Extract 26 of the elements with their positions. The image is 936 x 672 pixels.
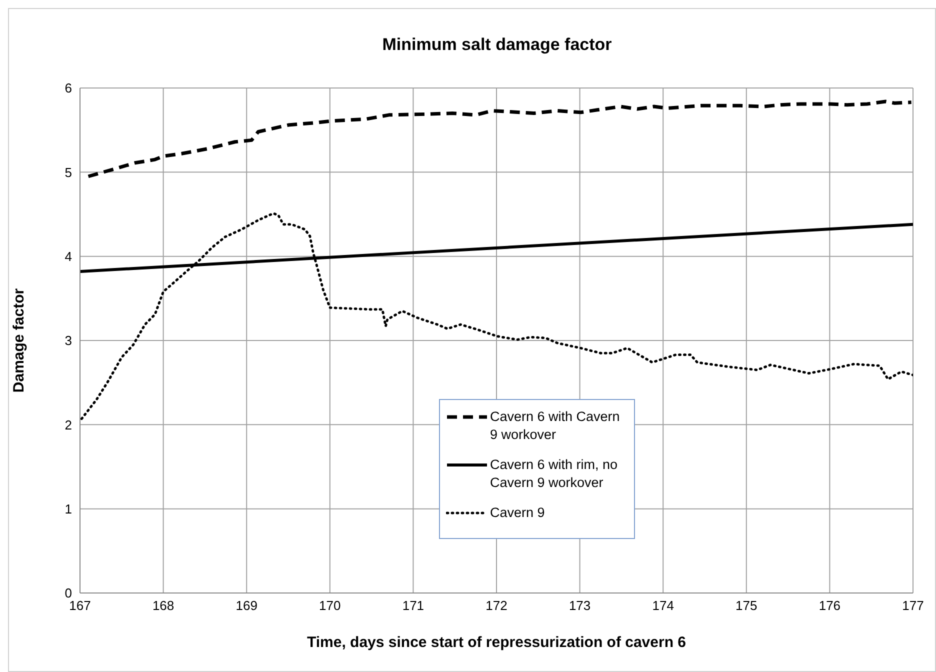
y-tick-label: 2 — [64, 417, 72, 432]
line-series — [80, 212, 913, 420]
line-series — [86, 100, 913, 178]
y-tick-label: 1 — [64, 501, 72, 516]
y-tick-label: 3 — [64, 333, 72, 348]
x-tick-label: 168 — [152, 598, 174, 614]
x-tick-label: 176 — [818, 598, 841, 614]
x-tick-label: 171 — [402, 598, 424, 614]
x-tick-label: 177 — [902, 598, 924, 614]
x-tick-label: 172 — [486, 598, 508, 614]
y-tick-label: 0 — [64, 586, 72, 601]
legend-label: Cavern 6 with Cavern 9 workover — [490, 408, 621, 444]
y-tick-label: 4 — [64, 248, 72, 264]
x-tick-label: 170 — [319, 598, 341, 614]
y-tick-label: 5 — [64, 164, 72, 180]
y-axis-title: Damage factor — [10, 288, 28, 393]
chart-title: Minimum salt damage factor — [381, 35, 613, 55]
x-tick-label: 169 — [236, 598, 258, 614]
x-axis-title: Time, days since start of repressurization of cavern 6 — [306, 634, 686, 651]
x-tick-label: 167 — [69, 598, 91, 614]
legend-label: Cavern 6 with rim, no Cavern 9 workover — [490, 456, 619, 492]
y-tick-label: 6 — [64, 80, 72, 96]
x-tick-label: 175 — [736, 598, 758, 614]
legend-label: Cavern 9 — [490, 504, 545, 522]
x-tick-label: 174 — [652, 598, 674, 614]
x-tick-label: 173 — [568, 598, 591, 614]
